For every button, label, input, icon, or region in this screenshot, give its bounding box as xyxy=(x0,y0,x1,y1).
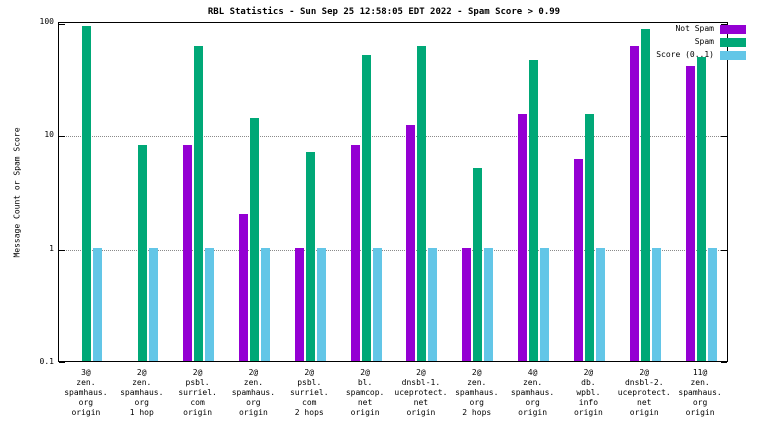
bar-spam xyxy=(529,60,539,361)
legend-label: Spam xyxy=(694,37,714,46)
bar-not-spam xyxy=(238,214,248,361)
y-tick xyxy=(59,362,65,363)
legend-item: Not Spam xyxy=(656,24,746,34)
y-tick-label: 100 xyxy=(39,17,54,26)
x-axis-label: 2@ zen. spamhaus. org origin xyxy=(231,368,276,417)
bar-spam xyxy=(82,26,92,361)
x-axis-label: 2@ bl. spamcop. net origin xyxy=(345,368,385,417)
bar-spam xyxy=(138,145,148,361)
legend-swatch xyxy=(720,24,746,34)
legend-item: Score (0..1) xyxy=(656,50,746,60)
bar-score-0-1- xyxy=(707,248,717,361)
legend-label: Score (0..1) xyxy=(656,50,714,59)
legend-label: Not Spam xyxy=(675,24,714,33)
bar-score-0-1- xyxy=(316,248,326,361)
y-tick xyxy=(59,24,65,25)
x-axis-label: 2@ zen. spamhaus. org 1 hop xyxy=(120,368,164,417)
bar-score-0-1- xyxy=(484,248,494,361)
x-axis-label: 2@ psbl. surriel. com origin xyxy=(178,368,217,417)
x-axis-label: 11@ zen. spamhaus. org origin xyxy=(678,368,722,417)
bar-not-spam xyxy=(629,46,639,361)
bar-score-0-1- xyxy=(260,248,270,361)
bar-spam xyxy=(361,55,371,361)
y-tick-label: 1 xyxy=(49,244,54,253)
legend: Not Spam Spam Score (0..1) xyxy=(656,24,746,60)
plot-area xyxy=(58,22,728,363)
bar-score-0-1- xyxy=(93,248,103,361)
y-tick xyxy=(721,136,727,137)
bar-not-spam xyxy=(406,125,416,361)
bar-not-spam xyxy=(294,248,304,361)
x-axis-label: 2@ psbl. surriel. com 2 hops xyxy=(289,368,329,417)
y-tick xyxy=(721,250,727,251)
bar-spam xyxy=(696,57,706,361)
bar-spam xyxy=(640,29,650,361)
legend-swatch xyxy=(720,50,746,60)
bar-not-spam xyxy=(462,248,472,361)
y-axis-label: Message Count or Spam Score xyxy=(12,127,22,258)
bar-not-spam xyxy=(518,114,528,361)
bar-not-spam xyxy=(183,145,193,361)
legend-swatch xyxy=(720,37,746,47)
bar-score-0-1- xyxy=(205,248,215,361)
bar-spam xyxy=(305,152,315,361)
bar-score-0-1- xyxy=(540,248,550,361)
bar-not-spam xyxy=(350,145,360,361)
x-axis-label: 3@ zen. spamhaus. org origin xyxy=(64,368,108,417)
y-tick xyxy=(59,250,65,251)
x-axis-label: 2@ dnsbl-2. uceprotect. net origin xyxy=(617,368,671,417)
x-axis-label: 4@ zen. spamhaus. org origin xyxy=(510,368,555,417)
bar-spam xyxy=(417,46,427,361)
bar-score-0-1- xyxy=(149,248,159,361)
bar-score-0-1- xyxy=(595,248,605,361)
x-axis-label: 2@ dnsbl-1. uceprotect. net origin xyxy=(394,368,448,417)
y-tick-label: 10 xyxy=(44,130,54,139)
chart-title: RBL Statistics - Sun Sep 25 12:58:05 EDT… xyxy=(207,7,561,17)
bar-spam xyxy=(249,118,259,361)
x-axis-label: 2@ db. wpbl. info origin xyxy=(573,368,603,417)
bar-score-0-1- xyxy=(428,248,438,361)
gridline xyxy=(59,136,727,137)
bar-spam xyxy=(584,114,594,361)
x-axis-label: 2@ zen. spamhaus. org 2 hops xyxy=(455,368,499,417)
y-tick-label: 0.1 xyxy=(39,357,54,366)
bar-score-0-1- xyxy=(372,248,382,361)
gridline xyxy=(59,250,727,251)
bar-not-spam xyxy=(573,159,583,361)
y-tick xyxy=(721,362,727,363)
y-tick xyxy=(59,136,65,137)
bar-not-spam xyxy=(685,66,695,361)
bar-score-0-1- xyxy=(651,248,661,361)
legend-item: Spam xyxy=(656,37,746,47)
bar-spam xyxy=(473,168,483,361)
bar-spam xyxy=(194,46,204,361)
